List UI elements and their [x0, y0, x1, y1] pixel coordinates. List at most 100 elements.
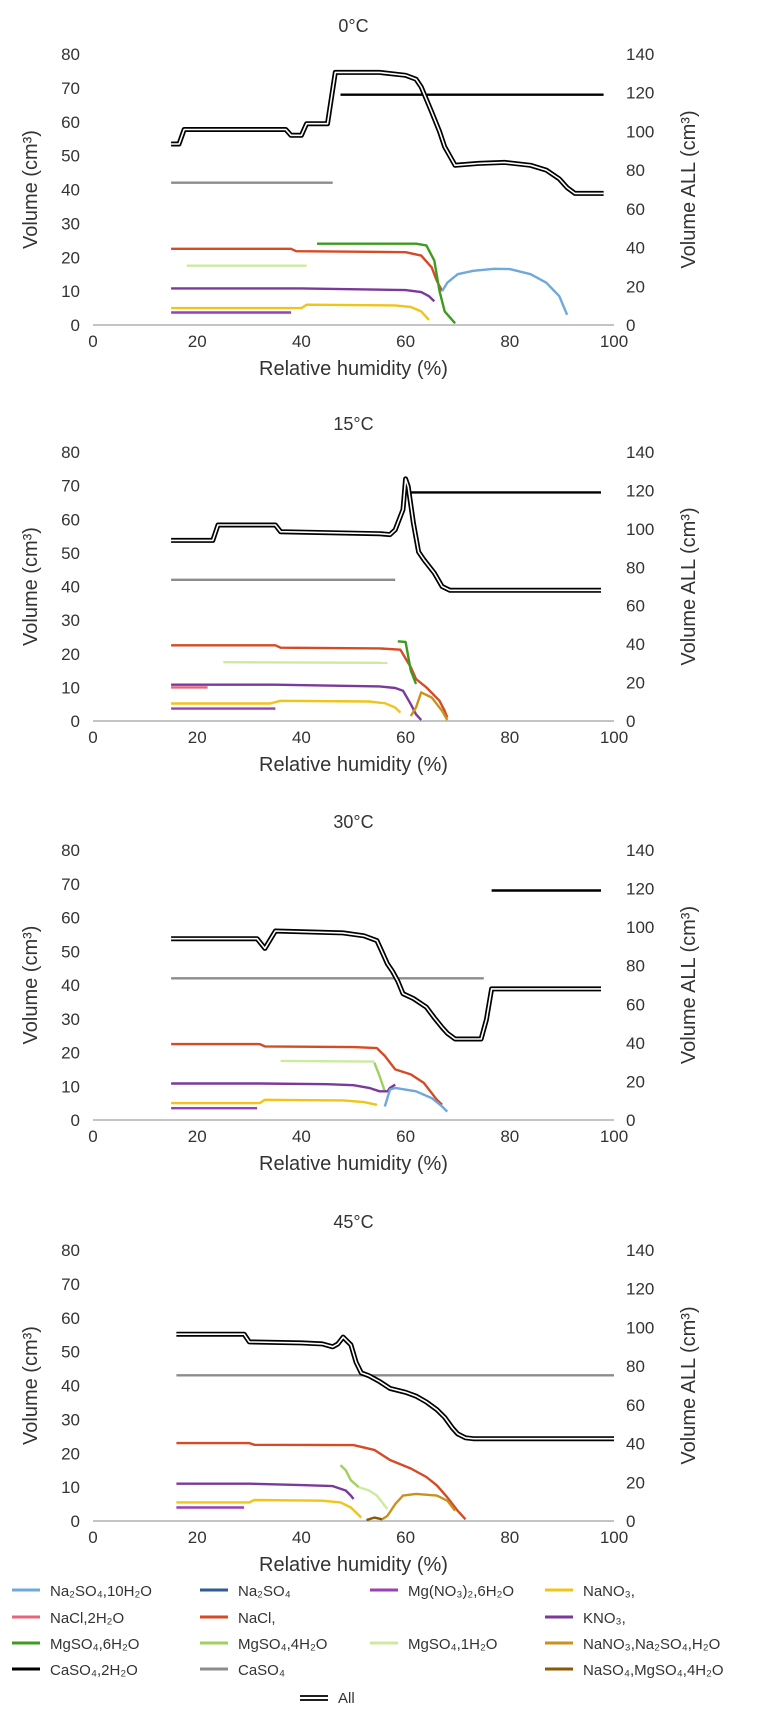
y2-tick-label: 120 [626, 481, 654, 500]
series-line-mgso-1h-o [358, 1485, 389, 1510]
chart-title: 0°C [338, 16, 368, 36]
y2-tick-label: 80 [626, 957, 645, 976]
y2-tick-label: 0 [626, 316, 635, 335]
series-line-kno [171, 1082, 396, 1093]
series-line-mgso-4h-o [373, 1062, 386, 1092]
x-tick-label: 100 [600, 1528, 628, 1547]
legend-item: MgSO₄,6H₂O [12, 1636, 139, 1653]
series-line-all-inner [171, 930, 601, 1040]
y-tick-label: 50 [61, 147, 80, 166]
legend-label: All [338, 1690, 355, 1707]
chart-panel: 0°C0 20 40 60 80 1000102030405060708002040608… [20, 16, 700, 380]
series-line-all-outer [171, 928, 601, 1042]
series-line-all [171, 476, 601, 593]
y-axis-title: Volume (cm³) [20, 130, 42, 249]
legend-label: NaCl, [238, 1610, 276, 1627]
y-tick-label: 80 [61, 45, 80, 64]
x-tick-label: 0 [88, 1528, 97, 1547]
y-tick-label: 20 [61, 1444, 80, 1463]
y2-tick-label: 20 [626, 277, 645, 296]
x-tick-label: 20 [188, 332, 207, 351]
y2-tick-label: 60 [626, 597, 645, 616]
series-line-kno [176, 1482, 355, 1500]
series-line-nano [171, 699, 402, 714]
x-tick-label: 80 [500, 1528, 519, 1547]
series-line-all [171, 928, 601, 1042]
y2-axis-title: Volume ALL (cm³) [678, 1306, 700, 1464]
x-tick-label: 60 [396, 1528, 415, 1547]
y-tick-label: 50 [61, 942, 80, 961]
series-line-na-so-10h-o [441, 267, 569, 316]
y2-tick-label: 80 [626, 558, 645, 577]
y2-tick-label: 40 [626, 1435, 645, 1454]
y2-tick-label: 20 [626, 1072, 645, 1091]
y-tick-label: 60 [61, 510, 80, 529]
y-tick-label: 10 [61, 282, 80, 301]
legend-item: NaNO₃,Na₂SO₄,H₂O [545, 1636, 720, 1653]
x-tick-label: 20 [188, 1127, 207, 1146]
y-tick-label: 70 [61, 477, 80, 496]
y2-tick-label: 120 [626, 84, 654, 103]
y2-tick-label: 40 [626, 635, 645, 654]
chart-title: 45°C [333, 1212, 373, 1232]
y-tick-label: 0 [71, 1111, 80, 1130]
y2-tick-label: 140 [626, 45, 654, 64]
legend-item: NaNO₃, [545, 1583, 635, 1600]
series-line-all-outer [176, 1331, 614, 1442]
legend-item: All [300, 1690, 355, 1707]
y2-tick-label: 80 [626, 161, 645, 180]
series-line-kno [171, 683, 423, 721]
y2-tick-label: 80 [626, 1357, 645, 1376]
y2-tick-label: 0 [626, 712, 635, 731]
legend-label: MgSO₄,1H₂O [408, 1636, 497, 1653]
legend-label: Na₂SO₄ [238, 1583, 291, 1600]
y-tick-label: 70 [61, 79, 80, 98]
legend-item: MgSO₄,4H₂O [200, 1636, 327, 1653]
x-tick-label: 0 [88, 1127, 97, 1146]
x-tick-label: 0 [88, 332, 97, 351]
series-line-nano [171, 303, 430, 321]
y2-tick-label: 40 [626, 1034, 645, 1053]
y2-tick-label: 0 [626, 1512, 635, 1531]
y2-tick-label: 40 [626, 239, 645, 258]
y-tick-label: 40 [61, 1377, 80, 1396]
y2-tick-label: 120 [626, 880, 654, 899]
y-tick-label: 10 [61, 678, 80, 697]
y-tick-label: 20 [61, 1044, 80, 1063]
x-tick-label: 60 [396, 332, 415, 351]
series-line-mgso-6h-o [317, 242, 457, 325]
series-line-all-inner [176, 1333, 614, 1440]
series-line-kno [171, 287, 436, 303]
y-tick-label: 50 [61, 1343, 80, 1362]
series-line-nano [171, 1098, 378, 1106]
y2-axis-title: Volume ALL (cm³) [678, 507, 700, 665]
legend-label: CaSO₄,2H₂O [50, 1662, 138, 1679]
x-tick-label: 100 [600, 728, 628, 747]
series-line-nano [176, 1498, 363, 1519]
x-tick-label: 40 [292, 728, 311, 747]
legend-label: KNO₃, [583, 1610, 626, 1627]
series-line-mgso-4h-o [339, 1464, 360, 1489]
y-axis-title: Volume (cm³) [20, 926, 42, 1045]
x-tick-label: 80 [500, 728, 519, 747]
x-tick-label: 20 [188, 1528, 207, 1547]
series-line-mgso-1h-o [280, 1059, 375, 1063]
y2-tick-label: 100 [626, 520, 654, 539]
y-tick-label: 70 [61, 1275, 80, 1294]
y2-axis-title: Volume ALL (cm³) [678, 110, 700, 268]
x-tick-label: 40 [292, 1127, 311, 1146]
chart-panel: 45°C0 20 40 60 80 100010203040506070800204060… [20, 1212, 700, 1576]
series-line-nacl [171, 644, 449, 719]
x-tick-label: 80 [500, 332, 519, 351]
legend-label: NaCl,2H₂O [50, 1610, 124, 1627]
y-tick-label: 60 [61, 1309, 80, 1328]
y2-tick-label: 140 [626, 1241, 654, 1260]
y-tick-label: 0 [71, 316, 80, 335]
x-axis-title: Relative humidity (%) [259, 1153, 448, 1175]
y-tick-label: 20 [61, 248, 80, 267]
y-tick-label: 60 [61, 909, 80, 928]
y2-tick-label: 0 [626, 1111, 635, 1130]
series-line-mgso-6h-o [397, 640, 418, 685]
x-tick-label: 40 [292, 1528, 311, 1547]
chart-title: 15°C [333, 414, 373, 434]
